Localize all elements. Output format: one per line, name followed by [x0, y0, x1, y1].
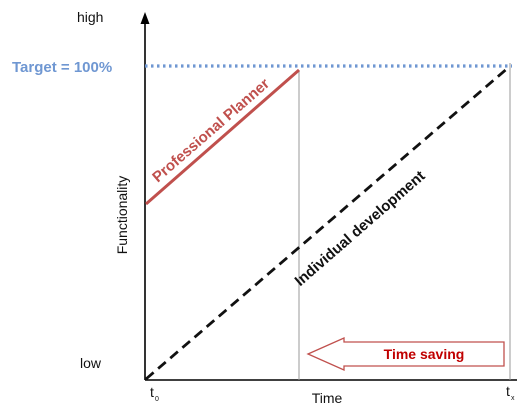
y-axis-arrowhead — [140, 12, 150, 24]
x-start-t: t — [150, 384, 154, 400]
target-label: Target = 100% — [12, 59, 112, 76]
x-end-subscript: x — [511, 395, 515, 402]
individual-development-label: Individual development — [292, 168, 429, 290]
x-start-subscript: 0 — [155, 396, 159, 403]
x-end-t: t — [506, 383, 510, 399]
individual-development-line — [145, 65, 510, 381]
time-saving-label: Time saving — [384, 346, 465, 362]
y-high-label: high — [77, 9, 103, 25]
professional-planner-label: Professional Planner — [149, 75, 273, 186]
time-saving-arrow — [306, 336, 505, 372]
x-start-label: t — [150, 384, 154, 400]
x-axis-title: Time — [312, 390, 343, 405]
x-end-label: t — [506, 383, 510, 399]
professional-planner-line — [145, 68, 300, 206]
y-axis-title: Functionality — [114, 176, 130, 255]
y-low-label: low — [80, 355, 102, 371]
